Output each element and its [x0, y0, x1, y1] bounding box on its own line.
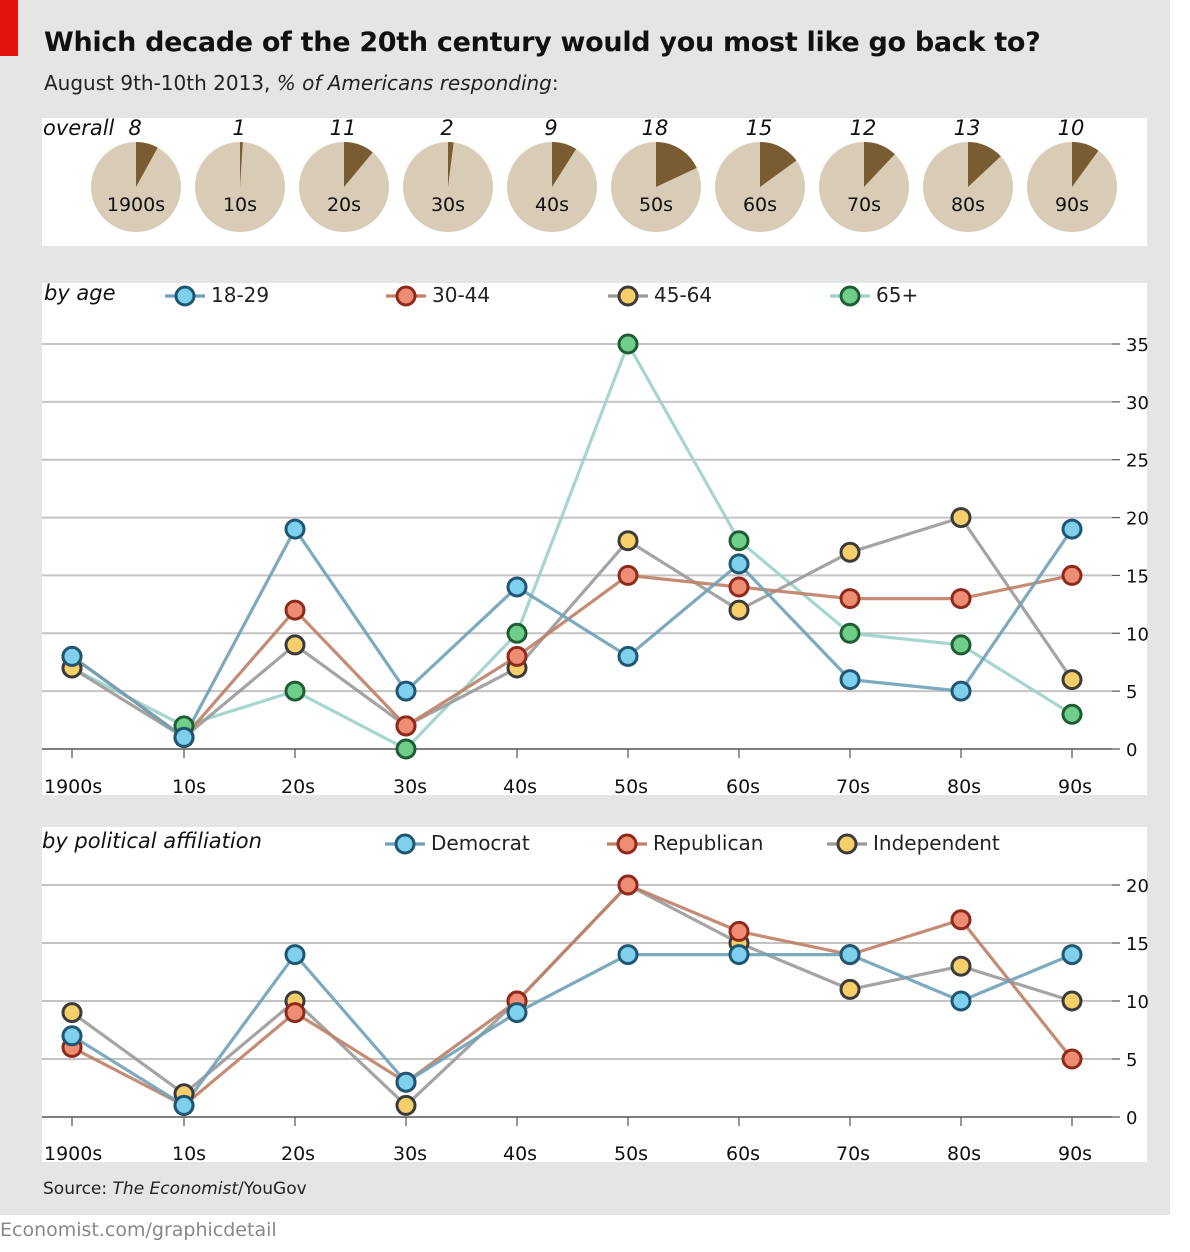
- pie-10s: 1 10s: [195, 116, 299, 240]
- pie-1900s: 8 1900s: [91, 116, 195, 240]
- subtitle-tail: :: [551, 71, 559, 95]
- legend-label-democrat: Democrat: [431, 831, 530, 855]
- pie-label-90s: 90s: [1054, 194, 1090, 216]
- pie-label-80s: 80s: [950, 194, 986, 216]
- footer-link[interactable]: Economist.com/graphicdetail: [0, 1219, 277, 1241]
- subtitle-italic: % of Americans responding: [276, 71, 552, 95]
- pie-value-20s: 11: [329, 116, 357, 140]
- pie-value-10s: 1: [232, 116, 246, 140]
- pie-value-40s: 9: [544, 116, 558, 140]
- legend-marker-30-44: [386, 285, 426, 307]
- pie-slice: [968, 142, 1001, 187]
- pie-slice: [864, 142, 895, 187]
- source-suffix: /YouGov: [238, 1179, 307, 1199]
- source-publication: The Economist: [112, 1179, 239, 1199]
- pie-50s: 18 50s: [611, 116, 715, 240]
- legend-marker-democrat: [385, 833, 425, 855]
- pie-value-1900s: 8: [128, 116, 142, 140]
- pie-70s: 12 70s: [819, 116, 923, 240]
- pie-label-10s: 10s: [222, 194, 258, 216]
- pie-label-20s: 20s: [326, 194, 362, 216]
- legend-marker-republican: [607, 833, 647, 855]
- pie-chart-1900s: [91, 142, 181, 232]
- age-chart-area: [42, 283, 1147, 795]
- pie-20s: 11 20s: [299, 116, 403, 240]
- legend-label-independent: Independent: [873, 831, 1000, 855]
- pie-slice: [1072, 142, 1099, 187]
- source-prefix: Source:: [43, 1179, 113, 1199]
- overall-label: overall: [43, 116, 115, 140]
- pie-slice: [136, 142, 158, 187]
- pie-chart-80s: [923, 142, 1013, 232]
- pie-label-70s: 70s: [846, 194, 882, 216]
- pie-slice: [760, 142, 797, 187]
- pie-chart-20s: [299, 142, 389, 232]
- political-chart-area: [42, 827, 1147, 1162]
- pie-label-40s: 40s: [534, 194, 570, 216]
- political-section-label: by political affiliation: [42, 829, 262, 853]
- legend-marker-18-29: [165, 285, 205, 307]
- pie-slice: [656, 142, 697, 187]
- age-section-label: by age: [44, 281, 116, 305]
- chart-subtitle: August 9th-10th 2013, % of Americans res…: [44, 71, 559, 95]
- pie-value-60s: 15: [745, 116, 773, 140]
- source-note: Source: The Economist/YouGov: [43, 1179, 307, 1199]
- pie-slice: [344, 142, 373, 187]
- legend-marker-independent: [827, 833, 867, 855]
- legend-label-18-29: 18-29: [211, 283, 270, 307]
- pie-value-80s: 13: [953, 116, 981, 140]
- pie-chart-90s: [1027, 142, 1117, 232]
- pie-slice: [552, 142, 577, 187]
- subtitle-main: August 9th-10th 2013,: [44, 71, 277, 95]
- pie-60s: 15 60s: [715, 116, 819, 240]
- legend-label-65: 65+: [876, 283, 919, 307]
- pie-chart-60s: [715, 142, 805, 232]
- pie-chart-30s: [403, 142, 493, 232]
- pie-label-50s: 50s: [638, 194, 674, 216]
- pie-chart-40s: [507, 142, 597, 232]
- pie-value-30s: 2: [440, 116, 454, 140]
- pie-slice: [448, 142, 454, 187]
- chart-title: Which decade of the 20th century would y…: [44, 27, 1041, 58]
- legend-label-30-44: 30-44: [432, 283, 491, 307]
- legend-label-republican: Republican: [653, 831, 764, 855]
- pie-value-50s: 18: [641, 116, 669, 140]
- pie-label-1900s: 1900s: [106, 194, 166, 216]
- legend-marker-65: [830, 285, 870, 307]
- pie-chart-70s: [819, 142, 909, 232]
- pie-90s: 10 90s: [1027, 116, 1131, 240]
- legend-marker-45-64: [608, 285, 648, 307]
- pie-slice: [240, 142, 243, 187]
- pie-value-70s: 12: [849, 116, 877, 140]
- legend-label-45-64: 45-64: [654, 283, 713, 307]
- pie-label-30s: 30s: [430, 194, 466, 216]
- pie-30s: 2 30s: [403, 116, 507, 240]
- pie-chart-10s: [195, 142, 285, 232]
- pie-chart-50s: [611, 142, 701, 232]
- brand-red-tab: [0, 0, 18, 56]
- pie-value-90s: 10: [1057, 116, 1085, 140]
- pie-40s: 9 40s: [507, 116, 611, 240]
- pie-80s: 13 80s: [923, 116, 1027, 240]
- pie-label-60s: 60s: [742, 194, 778, 216]
